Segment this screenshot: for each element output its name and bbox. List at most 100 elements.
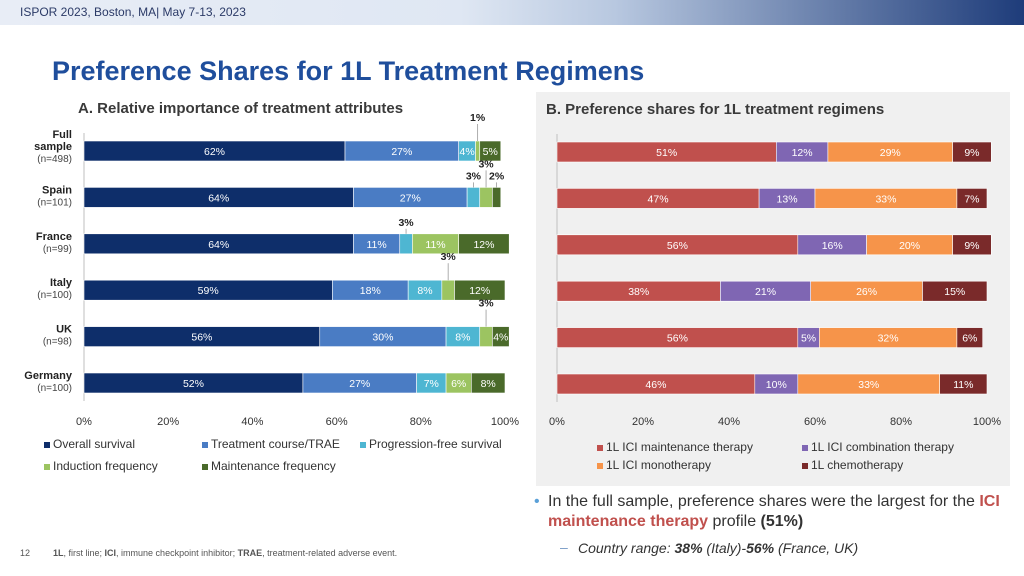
bar-1l-chemotherapy: [956, 327, 984, 348]
legend-swatch: [597, 462, 603, 469]
category-n-label: (n=498): [37, 154, 72, 165]
data-label: 38%: [628, 286, 649, 298]
bullet-value: (51%): [760, 513, 804, 530]
data-label: 7%: [964, 193, 979, 205]
page-number: 12: [20, 548, 31, 558]
bullet-text-mid: profile: [708, 513, 761, 530]
category-label: Spain: [42, 184, 72, 196]
legend-label: Progression-free survival: [369, 437, 502, 451]
legend-item-1l-chemotherapy: 1L chemotherapy: [802, 458, 903, 472]
category-label: France: [36, 231, 72, 243]
category-label: Italy: [50, 277, 73, 289]
chart-b-title: B. Preference shares for 1L treatment re…: [546, 101, 885, 118]
legend-item-1l-ici-monotherapy: 1L ICI monotherapy: [597, 458, 711, 472]
legend-label: 1L ICI combination therapy: [811, 440, 954, 454]
category-label: Germany: [24, 370, 73, 382]
x-tick-label: 20%: [157, 416, 179, 428]
data-label: 9%: [964, 147, 979, 159]
bar-maintenance-frequency: [479, 140, 502, 162]
bar-1l-chemotherapy: [939, 373, 988, 395]
sub-bullet: – Country range: 38% (Italy)-56% (France…: [560, 539, 858, 556]
category-n-label: (n=98): [43, 337, 72, 348]
data-label: 33%: [858, 379, 879, 391]
data-label: 10%: [766, 379, 787, 391]
data-label-callout: 3%: [398, 217, 414, 229]
data-label: 5%: [483, 146, 498, 158]
legend-item-overall-survival: Overall survival: [44, 437, 135, 451]
fn-ici: ICI: [104, 548, 117, 558]
legend-label: Overall survival: [53, 437, 136, 451]
data-label: 27%: [400, 192, 421, 204]
data-label: 18%: [360, 285, 381, 297]
data-label-callout: 2%: [489, 170, 505, 182]
data-label: 27%: [349, 378, 370, 390]
legend-swatch: [202, 463, 208, 470]
x-tick-label: 60%: [326, 416, 348, 428]
legend-label: 1L ICI maintenance therapy: [606, 440, 753, 454]
legend-item-treatment-course-trae: Treatment course/TRAE: [202, 437, 340, 451]
data-label: 4%: [493, 332, 508, 344]
x-tick-label: 20%: [632, 416, 654, 428]
x-tick-label: 40%: [241, 416, 263, 428]
legend-item-1l-ici-combination-therapy: 1L ICI combination therapy: [802, 440, 954, 454]
category-label: sample: [34, 141, 72, 153]
x-tick-label: 80%: [410, 416, 432, 428]
bar-maintenance-frequency: [471, 372, 506, 394]
data-label: 30%: [372, 332, 393, 344]
footnote-text: 1L, first line; ICI, immune checkpoint i…: [53, 548, 397, 558]
fn-trae: TRAE: [237, 548, 263, 558]
page-title: Preference Shares for 1L Treatment Regim…: [52, 56, 645, 86]
data-label: 26%: [856, 286, 877, 298]
data-label-callout: 1%: [470, 112, 486, 124]
data-label: 6%: [962, 333, 977, 345]
data-label-callout: 3%: [478, 158, 494, 170]
data-label: 7%: [424, 378, 439, 390]
bar-1l-chemotherapy: [956, 188, 988, 209]
data-label-callout: 3%: [478, 298, 494, 310]
category-n-label: (n=99): [43, 244, 72, 255]
data-label: 12%: [473, 239, 494, 251]
legend-swatch: [802, 444, 808, 451]
bar-maintenance-frequency: [492, 326, 510, 347]
data-label-callout: 3%: [441, 251, 457, 263]
data-label: 12%: [792, 147, 813, 159]
sub-bullet-t1: (Italy)-: [702, 540, 747, 556]
legend-swatch: [44, 463, 50, 470]
data-label: 8%: [455, 332, 470, 344]
sub-bullet-label: Country range:: [578, 540, 675, 556]
data-label: 5%: [801, 333, 816, 345]
data-label: 29%: [880, 147, 901, 159]
bar-maintenance-frequency: [454, 279, 506, 301]
legend-swatch: [44, 441, 50, 448]
x-tick-label: 60%: [804, 416, 826, 428]
bullet-dot: •: [534, 493, 540, 510]
data-label: 20%: [899, 240, 920, 252]
data-label: 11%: [425, 239, 445, 251]
category-n-label: (n=101): [37, 197, 72, 208]
legend-item-maintenance-frequency: Maintenance frequency: [202, 459, 336, 473]
data-label: 9%: [964, 240, 979, 252]
data-label: 8%: [481, 378, 496, 390]
bar-maintenance-frequency: [458, 233, 510, 255]
data-label-callout: 3%: [466, 170, 482, 182]
data-label: 56%: [667, 240, 688, 252]
data-label: 15%: [944, 286, 965, 298]
fn-1l: 1L: [53, 548, 64, 558]
data-label: 32%: [878, 333, 899, 345]
legend-label: Induction frequency: [53, 459, 158, 473]
legend-label: 1L ICI monotherapy: [606, 458, 711, 472]
fn-ici-desc: , immune checkpoint inhibitor;: [116, 548, 238, 558]
legend-swatch: [802, 462, 808, 469]
data-label: 64%: [208, 239, 229, 251]
legend-swatch: [597, 444, 603, 451]
bar-1l-chemotherapy: [952, 141, 992, 163]
x-tick-label: 0%: [549, 416, 565, 428]
category-label: Full: [52, 129, 72, 141]
data-label: 8%: [417, 285, 432, 297]
data-label: 56%: [191, 332, 212, 344]
sub-bullet-dash: –: [560, 539, 568, 555]
bullet-highlight: ICI maintenance therapy: [548, 493, 1000, 530]
bullet-text-pre: In the full sample, preference shares we…: [548, 493, 980, 510]
